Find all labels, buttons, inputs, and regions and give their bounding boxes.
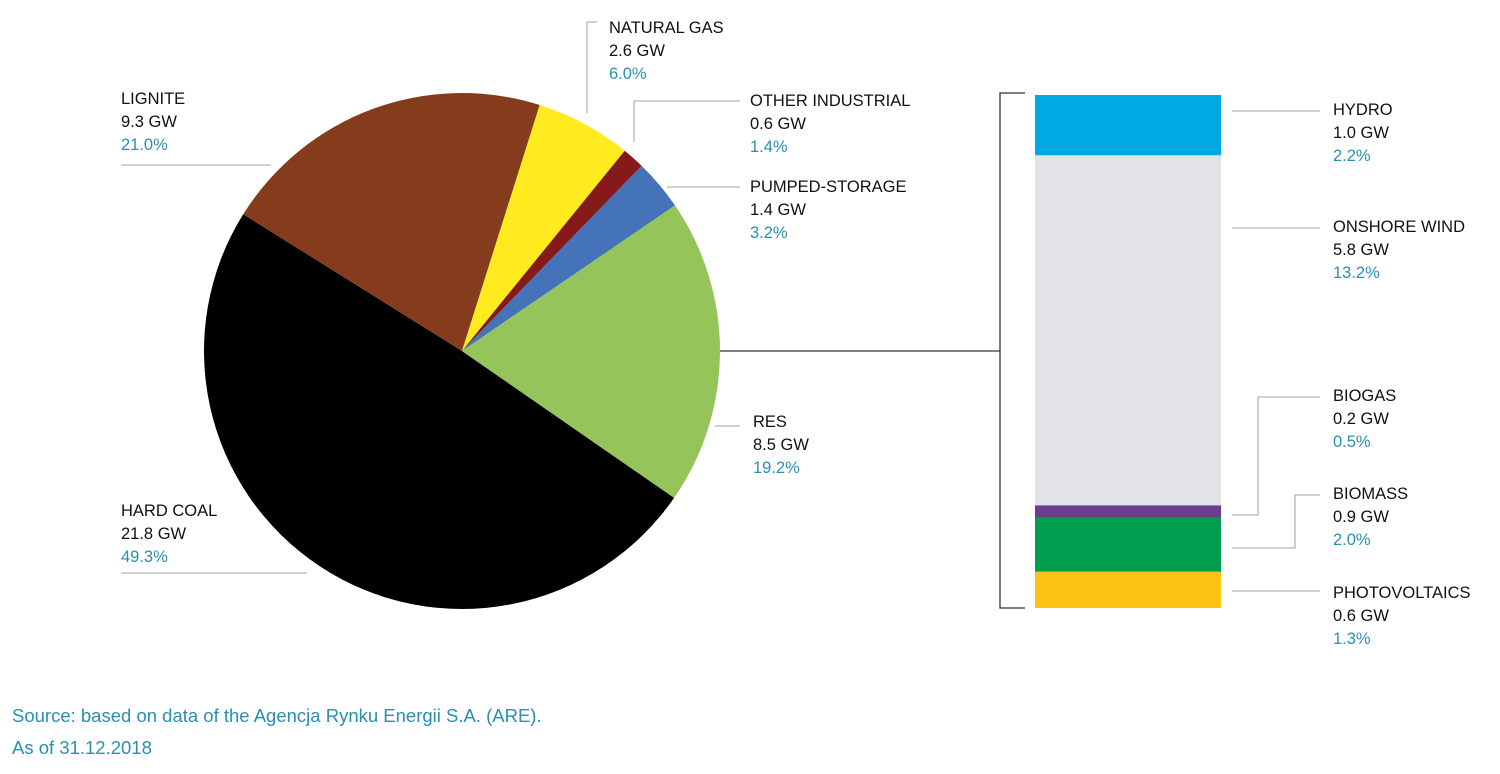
- label-value: 9.3 GW: [121, 113, 177, 131]
- label-percent: 19.2%: [753, 459, 800, 477]
- leader-lines: [121, 21, 1320, 592]
- label-name: ONSHORE WIND: [1333, 218, 1465, 236]
- label-name: BIOMASS: [1333, 485, 1409, 503]
- leader-other-industrial: [633, 100, 740, 142]
- label-pumped-storage: PUMPED-STORAGE 1.4 GW 3.2%: [750, 176, 906, 245]
- bar-segment-hydro: [1035, 95, 1221, 156]
- label-percent: 1.3%: [1333, 630, 1371, 648]
- pie-slice-hard-coal: [204, 214, 675, 609]
- source-note: Source: based on data of the Agencja Ryn…: [12, 705, 542, 726]
- label-hard-coal: HARD COAL 21.8 GW 49.3%: [121, 500, 217, 569]
- label-name: OTHER INDUSTRIAL: [750, 92, 911, 110]
- label-value: 8.5 GW: [753, 436, 809, 454]
- pie-slice-res: [462, 205, 720, 498]
- leader-natural-gas: [586, 21, 597, 113]
- pie-slice-pumped-storage: [462, 165, 676, 351]
- label-value: 2.6 GW: [609, 42, 665, 60]
- leader-biomass: [1232, 494, 1320, 549]
- label-name: BIOGAS: [1333, 387, 1397, 405]
- label-name: NATURAL GAS: [609, 19, 724, 37]
- date-note: As of 31.12.2018: [12, 737, 152, 758]
- label-name: HYDRO: [1333, 101, 1393, 119]
- label-value: 1.4 GW: [750, 201, 806, 219]
- label-res: RES 8.5 GW 19.2%: [753, 411, 809, 480]
- label-percent: 0.5%: [1333, 433, 1371, 451]
- pie-slice-lignite: [243, 92, 540, 351]
- label-other-industrial: OTHER INDUSTRIAL 0.6 GW 1.4%: [750, 90, 910, 159]
- label-photovoltaics: PHOTOVOLTAICS 0.6 GW 1.3%: [1333, 582, 1471, 651]
- label-biomass: BIOMASS 0.9 GW 2.0%: [1333, 483, 1408, 552]
- label-name: RES: [753, 413, 787, 431]
- label-value: 5.8 GW: [1333, 241, 1389, 259]
- res-stacked-bar: [1035, 95, 1221, 608]
- leader-biogas: [1232, 396, 1320, 516]
- label-name: HARD COAL: [121, 502, 218, 520]
- label-name: PUMPED-STORAGE: [750, 178, 907, 196]
- label-biogas: BIOGAS 0.2 GW 0.5%: [1333, 385, 1396, 454]
- label-name: LIGNITE: [121, 90, 186, 108]
- pie-chart: [204, 92, 720, 609]
- pie-slice-other-industrial: [462, 150, 642, 351]
- label-value: 0.9 GW: [1333, 508, 1389, 526]
- label-value: 1.0 GW: [1333, 124, 1389, 142]
- label-hydro: HYDRO 1.0 GW 2.2%: [1333, 99, 1393, 168]
- label-value: 21.8 GW: [121, 525, 187, 543]
- label-natural-gas: NATURAL GAS 2.6 GW 6.0%: [609, 17, 724, 86]
- label-value: 0.6 GW: [750, 115, 806, 133]
- label-percent: 2.2%: [1333, 147, 1371, 165]
- label-lignite: LIGNITE 9.3 GW 21.0%: [121, 88, 185, 157]
- label-percent: 2.0%: [1333, 531, 1371, 549]
- res-bracket: [720, 92, 1025, 609]
- label-onshore-wind: ONSHORE WIND 5.8 GW 13.2%: [1333, 216, 1465, 285]
- label-name: PHOTOVOLTAICS: [1333, 584, 1471, 602]
- bar-segment-onshore-wind: [1035, 155, 1221, 506]
- pie-slice-natural-gas: [462, 104, 625, 352]
- label-percent: 1.4%: [750, 138, 788, 156]
- label-percent: 49.3%: [121, 548, 168, 566]
- label-percent: 13.2%: [1333, 264, 1380, 282]
- bar-segment-biomass: [1035, 517, 1221, 572]
- label-percent: 6.0%: [609, 65, 647, 83]
- bar-segment-photovoltaics: [1035, 571, 1221, 608]
- label-value: 0.2 GW: [1333, 410, 1389, 428]
- label-value: 0.6 GW: [1333, 607, 1389, 625]
- label-percent: 21.0%: [121, 136, 168, 154]
- label-percent: 3.2%: [750, 224, 788, 242]
- bar-segment-biogas: [1035, 505, 1221, 518]
